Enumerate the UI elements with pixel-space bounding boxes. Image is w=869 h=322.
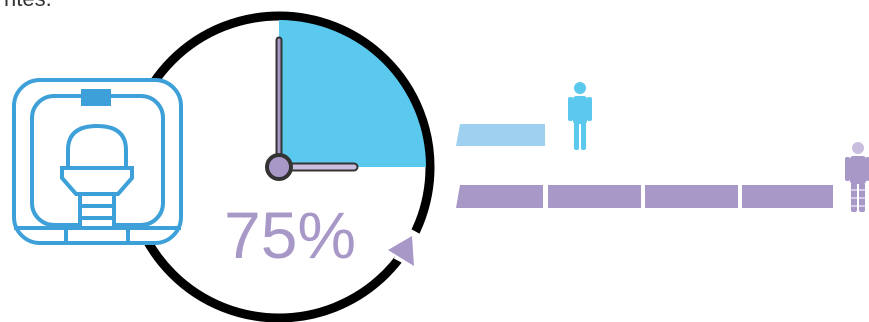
long-bar-segment	[456, 185, 543, 208]
short-bar	[456, 124, 545, 146]
percent-label: 75%	[224, 198, 356, 272]
long-bar-segment	[645, 185, 738, 208]
clock-center	[265, 153, 293, 181]
long-bar-segment	[742, 185, 833, 208]
clock-fill-wedge	[279, 20, 426, 167]
person-purple-icon	[845, 142, 869, 212]
arrow-head-icon	[388, 236, 414, 266]
person-blue-icon	[568, 82, 592, 150]
caption-fragment: ntes.	[4, 0, 52, 12]
long-bar-segment	[548, 185, 641, 208]
mri-scanner-icon	[12, 78, 183, 245]
short-bar-segment	[456, 124, 545, 146]
long-bar	[456, 185, 833, 208]
clock-icon: 75%	[123, 11, 446, 322]
